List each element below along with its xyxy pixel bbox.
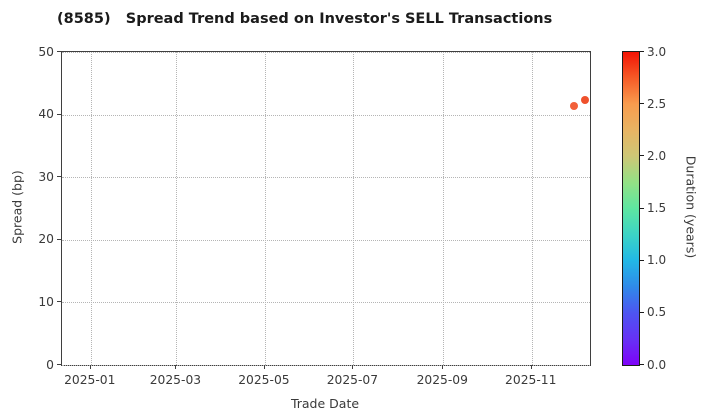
colorbar-tick-label: 3.0 — [647, 44, 667, 59]
x-tick-mark — [352, 365, 354, 369]
plot-area — [61, 51, 591, 366]
x-tick-label: 2025-09 — [416, 373, 468, 387]
y-tick-label: 50 — [38, 44, 54, 59]
x-tick-label: 2025-11 — [505, 373, 557, 387]
colorbar-tick-mark — [640, 311, 644, 313]
x-tick-mark — [175, 365, 177, 369]
x-tick-label: 2025-07 — [326, 373, 379, 387]
y-gridline — [62, 52, 590, 53]
x-tick-mark — [263, 365, 265, 369]
x-axis-label: Trade Date — [290, 396, 360, 411]
y-gridline — [62, 302, 590, 304]
x-tick-label: 2025-01 — [64, 373, 116, 387]
colorbar-tick-mark — [640, 207, 644, 209]
x-gridline — [353, 52, 355, 365]
colorbar-tick-mark — [640, 155, 644, 157]
colorbar-tick-mark — [640, 51, 644, 52]
colorbar-tick-label: 2.5 — [647, 96, 667, 111]
y-tick-mark — [57, 113, 61, 115]
colorbar-tick-mark — [640, 364, 644, 365]
y-gridline — [62, 114, 590, 116]
chart-title: (8585) Spread Trend based on Investor's … — [57, 11, 553, 27]
y-tick-mark — [57, 51, 61, 52]
y-gridline — [62, 365, 590, 366]
colorbar-tick-label: 2.0 — [647, 148, 667, 163]
x-tick-label: 2025-03 — [149, 373, 202, 387]
y-gridline — [62, 177, 590, 179]
x-tick-label: 2025-05 — [238, 373, 290, 387]
data-point — [570, 101, 579, 110]
y-tick-mark — [57, 364, 61, 365]
data-point — [581, 95, 590, 104]
x-gridline — [264, 52, 266, 365]
y-tick-label: 20 — [38, 232, 54, 247]
x-gridline — [443, 52, 445, 365]
colorbar-tick-label: 0.0 — [647, 357, 667, 372]
y-tick-mark — [57, 301, 61, 303]
y-gridline — [62, 239, 590, 241]
colorbar-tick-label: 0.5 — [647, 305, 667, 320]
y-tick-label: 40 — [38, 106, 54, 121]
x-tick-mark — [530, 365, 532, 369]
y-tick-mark — [57, 176, 61, 178]
colorbar-tick-label: 1.0 — [647, 253, 667, 268]
colorbar-tick-label: 1.5 — [647, 201, 667, 215]
y-tick-mark — [57, 238, 61, 240]
colorbar — [622, 51, 640, 366]
x-gridline — [176, 52, 178, 365]
y-tick-label: 10 — [38, 294, 54, 309]
x-tick-mark — [442, 365, 444, 369]
colorbar-tick-mark — [640, 103, 644, 105]
x-gridline — [90, 52, 92, 365]
colorbar-tick-mark — [640, 259, 644, 261]
x-gridline — [531, 52, 533, 365]
y-tick-label: 30 — [38, 169, 54, 184]
y-tick-label: 0 — [46, 357, 54, 372]
colorbar-label: Duration (years) — [683, 155, 699, 259]
x-tick-mark — [89, 365, 91, 369]
